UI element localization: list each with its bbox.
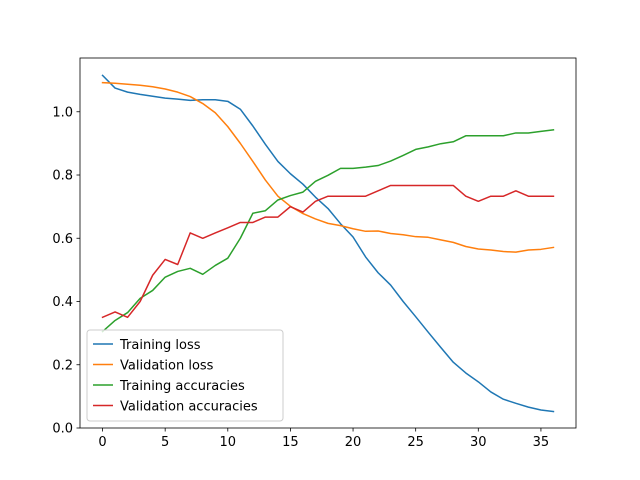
series-layer (101, 74, 555, 413)
series-line-3 (101, 128, 555, 333)
y-tick-label: 0.8 (52, 169, 73, 184)
y-tick-label: 0.2 (52, 358, 73, 373)
legend-label-2: Validation loss (120, 359, 214, 374)
x-tick-label: 5 (161, 435, 169, 450)
x-tick-label: 10 (220, 435, 237, 450)
y-tick-label: 1.0 (52, 105, 73, 120)
x-tick-label: 35 (533, 435, 550, 450)
x-tick-label: 20 (345, 435, 362, 450)
legend-label-4: Validation accuracies (120, 400, 258, 415)
legend: Training loss Validation loss Training acc… (86, 329, 284, 422)
y-tick-label: 0.4 (52, 295, 73, 310)
x-axis: 0 5 10 15 20 25 30 35 (98, 428, 549, 450)
x-tick-label: 15 (282, 435, 299, 450)
y-axis: 0.0 0.2 0.4 0.6 0.8 1.0 (52, 105, 80, 437)
series-line-1 (101, 74, 555, 413)
series-line-4 (101, 184, 555, 319)
series-line-2 (101, 81, 555, 253)
y-tick-label: 0.6 (52, 232, 73, 247)
legend-box (86, 329, 284, 422)
x-tick-label: 30 (470, 435, 487, 450)
x-tick-label: 25 (407, 435, 424, 450)
x-tick-label: 0 (98, 435, 106, 450)
legend-label-1: Training loss (119, 338, 201, 353)
legend-label-3: Training accuracies (119, 379, 245, 394)
plot-area-frame (79, 57, 577, 429)
y-tick-label: 0.0 (52, 422, 73, 437)
